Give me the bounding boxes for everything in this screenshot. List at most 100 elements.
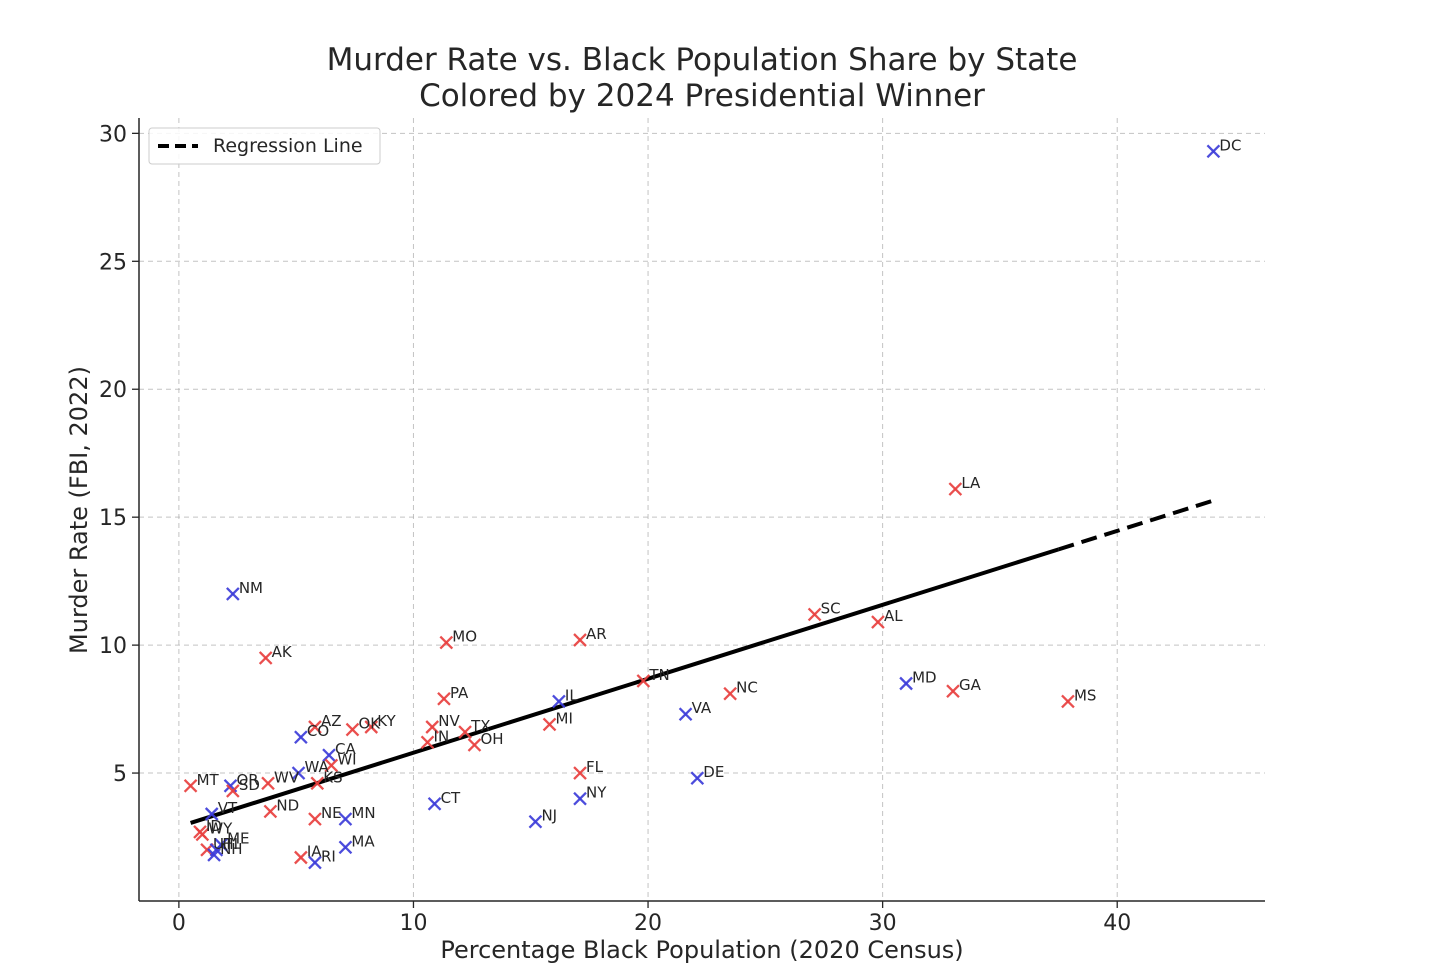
point-label: KY bbox=[377, 712, 396, 730]
point-mark-stroke bbox=[467, 738, 482, 752]
point-label: CA bbox=[335, 740, 356, 758]
point-al bbox=[871, 615, 885, 629]
point-mark-stroke bbox=[310, 776, 325, 791]
point-mark-stroke bbox=[420, 735, 435, 750]
point-sc bbox=[807, 607, 822, 622]
point-label: CT bbox=[441, 789, 461, 807]
point-label: MN bbox=[351, 804, 375, 822]
point-mark-stroke bbox=[308, 855, 322, 870]
point-tn bbox=[636, 674, 651, 688]
point-mark-stroke bbox=[871, 615, 885, 629]
point-mark-stroke bbox=[226, 587, 240, 601]
point-mn bbox=[338, 812, 353, 826]
point-mark-stroke bbox=[223, 779, 238, 793]
point-oh bbox=[467, 738, 482, 752]
point-label: MO bbox=[452, 628, 477, 646]
x-tick-label: 20 bbox=[634, 911, 662, 936]
point-de bbox=[690, 771, 705, 785]
point-mark-stroke bbox=[948, 482, 963, 496]
point-mark-stroke bbox=[294, 730, 308, 745]
point-pa bbox=[437, 692, 451, 706]
point-mark-stroke bbox=[690, 771, 705, 785]
point-wi bbox=[324, 758, 339, 773]
point-label: VA bbox=[692, 699, 712, 717]
point-ga bbox=[946, 684, 960, 698]
point-label: ID bbox=[206, 817, 222, 835]
point-mark-stroke bbox=[573, 633, 587, 647]
point-mark-stroke bbox=[899, 676, 913, 691]
point-mark-stroke bbox=[291, 766, 306, 780]
point-ia bbox=[294, 850, 308, 865]
point-label: ME bbox=[227, 830, 249, 848]
point-mark-stroke bbox=[723, 686, 737, 701]
point-ks bbox=[310, 776, 325, 791]
y-tick-label: 10 bbox=[99, 634, 127, 659]
point-mark-stroke bbox=[636, 674, 651, 688]
point-mark-stroke bbox=[338, 840, 353, 855]
point-label: TN bbox=[648, 666, 669, 684]
point-mark-stroke bbox=[263, 804, 278, 819]
point-label: OK bbox=[358, 715, 381, 733]
point-vt bbox=[204, 807, 219, 821]
point-label: IN bbox=[434, 727, 450, 745]
point-label: CO bbox=[307, 722, 329, 740]
point-tx bbox=[458, 725, 472, 739]
point-label: TX bbox=[470, 717, 490, 735]
point-label: AZ bbox=[321, 712, 342, 730]
point-mark-stroke bbox=[258, 651, 273, 665]
point-label: ND bbox=[276, 796, 299, 814]
point-ar bbox=[573, 633, 587, 647]
point-wv bbox=[261, 776, 275, 791]
point-label: DC bbox=[1219, 136, 1241, 154]
point-mark-stroke bbox=[226, 784, 240, 798]
point-ma bbox=[338, 840, 353, 855]
x-tick-label: 30 bbox=[869, 911, 897, 936]
point-label: NC bbox=[736, 679, 758, 697]
point-ri bbox=[308, 855, 322, 870]
point-label: KS bbox=[323, 768, 342, 786]
point-nj bbox=[528, 814, 543, 829]
point-wa bbox=[291, 766, 306, 780]
point-sd bbox=[226, 784, 240, 798]
regression-line-solid bbox=[190, 547, 1060, 825]
point-mark-stroke bbox=[322, 748, 336, 762]
point-label: SC bbox=[821, 599, 841, 617]
tick-labels: 5 10 15 20 25 30 0 10 20 30 40 bbox=[99, 122, 1131, 936]
point-mark-stroke bbox=[308, 720, 322, 734]
point-label: MI bbox=[556, 709, 573, 727]
point-mark-stroke bbox=[207, 848, 221, 862]
point-mark-stroke bbox=[195, 827, 210, 842]
point-mark-stroke bbox=[439, 635, 454, 650]
point-mark-stroke bbox=[458, 725, 472, 739]
point-mt bbox=[183, 779, 198, 793]
point-ms bbox=[1061, 694, 1075, 709]
point-ne bbox=[308, 812, 322, 826]
point-label: IA bbox=[307, 843, 322, 861]
point-nh bbox=[207, 848, 221, 862]
point-co bbox=[294, 730, 308, 745]
point-label: RI bbox=[321, 848, 336, 866]
point-label: NY bbox=[586, 784, 607, 802]
legend-box bbox=[148, 127, 381, 165]
point-label: SD bbox=[239, 776, 260, 794]
point-va bbox=[678, 707, 693, 722]
y-axis-label: Murder Rate (FBI, 2022) bbox=[65, 366, 93, 654]
chart-subtitle: Colored by 2024 Presidential Winner bbox=[419, 78, 985, 114]
point-mark-stroke bbox=[552, 694, 566, 709]
point-label: HI bbox=[222, 835, 238, 853]
regression-line-group bbox=[190, 498, 1214, 825]
point-ok bbox=[345, 722, 360, 737]
point-mark-stroke bbox=[1061, 694, 1075, 709]
point-mark-stroke bbox=[364, 720, 379, 734]
x-tick-label: 40 bbox=[1103, 911, 1131, 936]
point-nc bbox=[723, 686, 737, 701]
point-label: VT bbox=[218, 799, 238, 817]
point-label: AR bbox=[586, 625, 607, 643]
point-label: MS bbox=[1074, 686, 1096, 704]
point-nv bbox=[425, 720, 440, 734]
x-tick-label: 0 bbox=[172, 911, 186, 936]
y-tick-label: 30 bbox=[99, 122, 127, 147]
point-label: WY bbox=[208, 819, 233, 837]
point-label: MT bbox=[197, 771, 220, 789]
point-label: OR bbox=[236, 771, 258, 789]
